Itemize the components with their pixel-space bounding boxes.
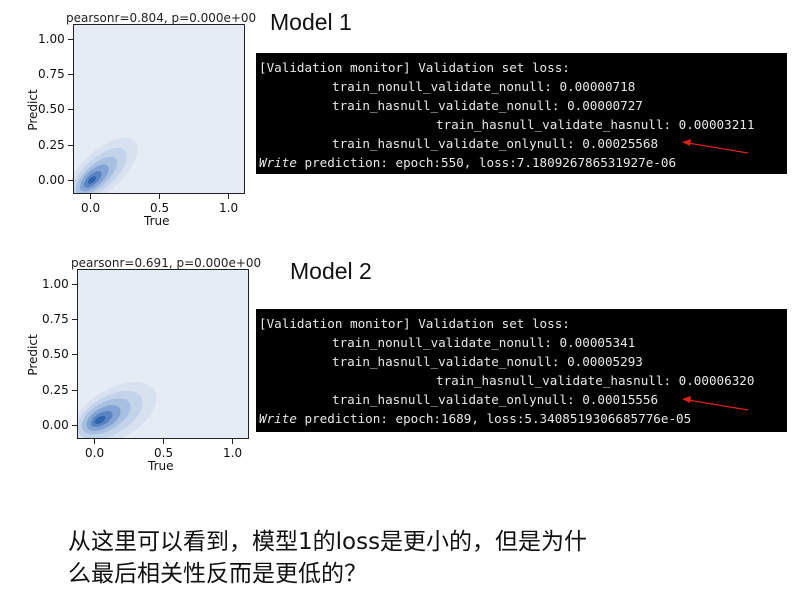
x-tick-mark <box>163 439 164 444</box>
terminal-loss-line: train_hasnull_validate_hasnull: 0.000063… <box>436 373 755 388</box>
y-tick-mark <box>72 425 77 426</box>
terminal-header: [Validation monitor] Validation set loss… <box>259 316 570 331</box>
red-arrow-icon <box>682 396 749 411</box>
x-tick-label: 1.0 <box>223 446 243 460</box>
y-tick-label: 0.00 <box>42 418 69 432</box>
y-tick-label: 0.00 <box>38 173 65 187</box>
terminal-write-line: Write prediction: epoch:550, loss:7.1809… <box>259 153 784 172</box>
terminal-loss-line: train_hasnull_validate_nonull: 0.0000529… <box>332 354 643 369</box>
x-tick-mark <box>228 194 229 199</box>
loss-value: 0.00000727 <box>567 98 643 113</box>
terminal-loss-line-highlighted: train_hasnull_validate_onlynull: 0.00015… <box>332 392 659 407</box>
loss-key: train_hasnull_validate_onlynull <box>332 392 568 407</box>
loss-value: 0.00015556 <box>582 392 659 407</box>
write-keyword: Write <box>259 155 297 170</box>
y-tick-mark <box>72 390 77 391</box>
red-arrow-icon <box>682 139 749 154</box>
terminal-loss-line: train_nonull_validate_nonull: 0.00000718 <box>332 79 636 94</box>
loss-key: train_hasnull_validate_nonull <box>332 354 552 369</box>
y-tick-label: 0.75 <box>42 312 69 326</box>
y-tick-label: 0.50 <box>42 347 69 361</box>
x-axis-label-model-2: True <box>148 459 174 473</box>
y-tick-mark <box>72 319 77 320</box>
density-contours-model-1 <box>74 137 138 193</box>
terminal-output-model-2: [Validation monitor] Validation set loss… <box>256 309 787 432</box>
x-tick-label: 1.0 <box>219 201 239 215</box>
x-axis-label-model-1: True <box>144 214 170 228</box>
terminal-loss-line: train_hasnull_validate_hasnull: 0.000032… <box>436 117 755 132</box>
y-tick-mark <box>72 354 77 355</box>
caption-line-1: 从这里可以看到，模型1的loss是更小的，但是为什 <box>68 529 588 555</box>
x-tick-mark <box>159 194 160 199</box>
loss-value: 0.00005293 <box>567 354 643 369</box>
loss-value: 0.00006320 <box>678 373 755 388</box>
loss-value: 0.00003211 <box>678 117 755 132</box>
loss-value: 0.00000718 <box>559 79 636 94</box>
plot-title-model-2: pearsonr=0.691, p=0.000e+00 <box>71 256 262 270</box>
y-tick-mark <box>68 109 73 110</box>
plot-title-model-1: pearsonr=0.804, p=0.000e+00 <box>66 11 257 25</box>
y-tick-label: 0.50 <box>38 102 65 116</box>
loss-key: train_nonull_validate_nonull <box>332 79 545 94</box>
y-tick-label: 0.25 <box>42 383 69 397</box>
terminal-write-line: Write prediction: epoch:1689, loss:5.340… <box>259 409 784 428</box>
x-tick-mark <box>94 439 95 444</box>
y-tick-label: 1.00 <box>38 32 65 46</box>
y-axis-label-model-2: Predict <box>26 334 40 376</box>
loss-key: train_hasnull_validate_hasnull <box>436 117 664 132</box>
y-tick-label: 0.25 <box>38 138 65 152</box>
loss-value: 0.00025568 <box>582 136 659 151</box>
question-caption: 从这里可以看到，模型1的loss是更小的，但是为什 么最后相关性反而是更低的？ <box>68 526 768 590</box>
terminal-loss-line: train_hasnull_validate_nonull: 0.0000072… <box>332 98 643 113</box>
loss-key: train_nonull_validate_nonull <box>332 335 545 350</box>
density-plot-model-2 <box>77 269 249 439</box>
loss-key: train_hasnull_validate_onlynull <box>332 136 568 151</box>
y-tick-mark <box>68 39 73 40</box>
x-tick-mark <box>90 194 91 199</box>
write-text: prediction: epoch:1689, loss:5.340851930… <box>304 411 692 426</box>
loss-key: train_hasnull_validate_nonull <box>332 98 552 113</box>
loss-key: train_hasnull_validate_hasnull <box>436 373 664 388</box>
x-tick-label: 0.0 <box>81 201 101 215</box>
y-tick-mark <box>68 145 73 146</box>
terminal-output-model-1: [Validation monitor] Validation set loss… <box>256 53 787 174</box>
x-tick-label: 0.5 <box>154 446 174 460</box>
caption-line-2: 么最后相关性反而是更低的？ <box>68 561 367 587</box>
model-1-label: Model 1 <box>270 9 352 35</box>
density-plot-model-1 <box>73 24 245 194</box>
x-tick-mark <box>232 439 233 444</box>
write-keyword: Write <box>259 411 297 426</box>
terminal-loss-line-highlighted: train_hasnull_validate_onlynull: 0.00025… <box>332 136 659 151</box>
loss-value: 0.00005341 <box>559 335 636 350</box>
y-tick-label: 0.75 <box>38 67 65 81</box>
model-2-label: Model 2 <box>290 258 372 284</box>
y-tick-mark <box>68 74 73 75</box>
x-tick-label: 0.5 <box>150 201 170 215</box>
terminal-loss-line: train_nonull_validate_nonull: 0.00005341 <box>332 335 636 350</box>
y-tick-label: 1.00 <box>42 277 69 291</box>
x-tick-label: 0.0 <box>85 446 105 460</box>
terminal-header: [Validation monitor] Validation set loss… <box>259 60 570 75</box>
y-tick-mark <box>68 180 73 181</box>
density-contours-model-2 <box>78 382 157 438</box>
y-tick-mark <box>72 284 77 285</box>
write-text: prediction: epoch:550, loss:7.1809267865… <box>304 155 677 170</box>
